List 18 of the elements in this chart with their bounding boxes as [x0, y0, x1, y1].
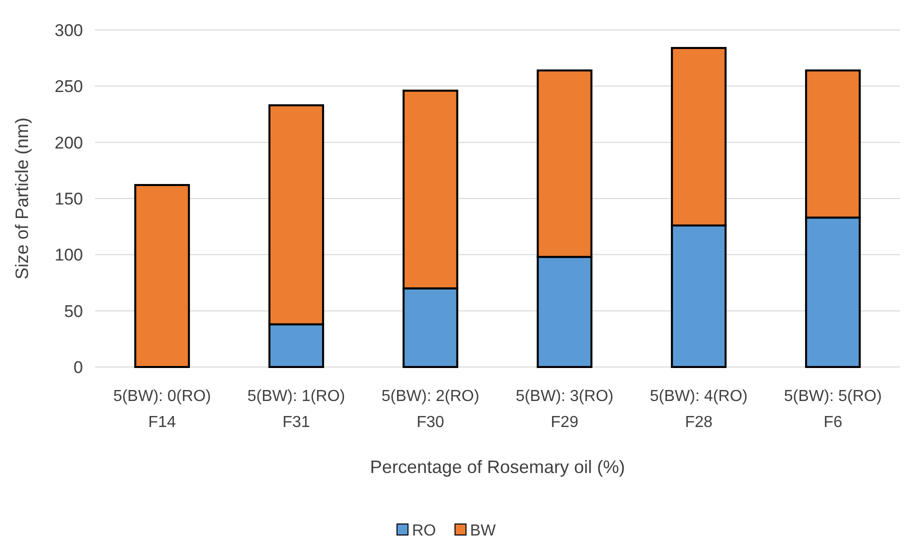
- x-tick-label: 5(BW): 2(RO) F30: [382, 388, 480, 431]
- y-tick-label: 300: [54, 20, 83, 40]
- x-tick-label: 5(BW): 0(RO) F14: [113, 388, 211, 431]
- y-axis-title: Size of Particle (nm): [12, 117, 32, 280]
- x-tick-label: 5(BW): 4(RO) F28: [650, 388, 748, 431]
- y-tick-label: 250: [54, 77, 83, 96]
- legend-label: BW: [470, 522, 497, 540]
- legend-label: RO: [412, 522, 436, 540]
- y-tick-label: 50: [64, 302, 83, 321]
- x-tick-label: 5(BW): 1(RO) F31: [247, 388, 346, 431]
- y-tick-label: 0: [74, 358, 83, 377]
- y-tick-label: 200: [54, 133, 83, 152]
- x-axis-title: Percentage of Rosemary oil (%): [370, 457, 626, 477]
- x-tick-label: 5(BW): 3(RO) F29: [516, 388, 614, 431]
- x-tick-label: 5(BW): 5(RO) F6: [784, 388, 882, 431]
- y-tick-label: 100: [54, 246, 83, 265]
- y-tick-label: 150: [54, 189, 83, 208]
- bar: [134, 184, 190, 368]
